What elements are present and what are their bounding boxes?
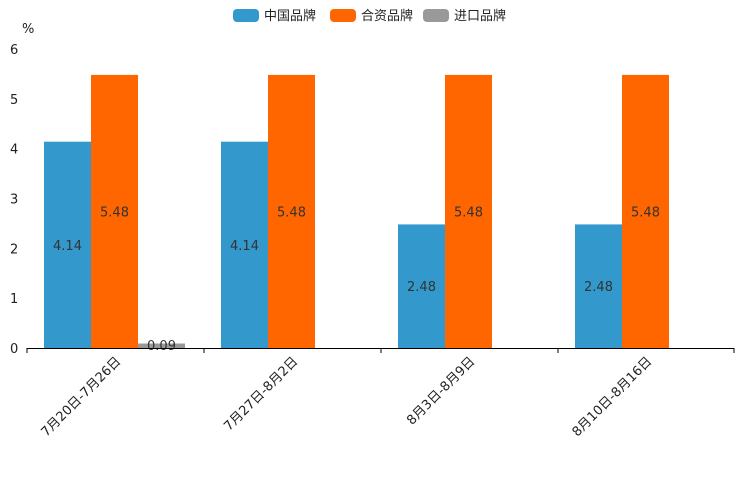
legend-item-joint-venture-brand[interactable]: 合资品牌 [330, 8, 413, 24]
bar-china-brand[interactable] [221, 141, 268, 348]
legend-label: 合资品牌 [361, 8, 413, 24]
y-tick-label: 1 [10, 292, 18, 307]
data-label: 5.48 [100, 205, 129, 220]
legend[interactable]: 中国品牌 合资品牌 进口品牌 [233, 8, 506, 24]
x-axis: 7月20日-7月26日 7月27日-8月2日 8月3日-8月9日 8月10日-8月16… [26, 348, 735, 440]
y-tick-label: 2 [10, 242, 18, 257]
y-axis: 0 1 2 3 4 5 6 [10, 43, 18, 357]
x-tick-label: 7月20日-7月26日 [39, 354, 125, 440]
x-tick-label: 8月3日-8月9日 [404, 354, 478, 428]
bar-china-brand[interactable] [44, 141, 91, 348]
legend-item-china-brand[interactable]: 中国品牌 [233, 8, 316, 24]
data-label: 2.48 [584, 280, 613, 295]
bar-china-brand[interactable] [575, 224, 622, 348]
bar-china-brand[interactable] [398, 224, 445, 348]
legend-swatch [330, 9, 356, 22]
y-tick-label: 3 [10, 193, 18, 208]
data-label: 4.14 [53, 239, 82, 254]
y-tick-label: 4 [10, 143, 18, 158]
y-tick-label: 6 [10, 43, 18, 58]
data-label: 5.48 [277, 205, 306, 220]
data-label: 0.09 [147, 339, 176, 354]
data-label: 5.48 [454, 205, 483, 220]
legend-swatch [423, 9, 449, 22]
bar-joint-venture-brand[interactable] [622, 74, 669, 348]
bar-joint-venture-brand[interactable] [91, 74, 138, 348]
x-tick-label: 7月27日-8月2日 [221, 354, 301, 434]
y-tick-label: 5 [10, 93, 18, 108]
bar-joint-venture-brand[interactable] [268, 74, 315, 348]
data-label: 2.48 [407, 280, 436, 295]
bar-import-brand[interactable] [138, 343, 185, 348]
legend-label: 进口品牌 [454, 8, 506, 24]
y-axis-label: % [22, 22, 34, 37]
x-tick-label: 8月10日-8月16日 [570, 354, 656, 440]
legend-swatch [233, 9, 259, 22]
legend-label: 中国品牌 [264, 8, 316, 24]
bar-joint-venture-brand[interactable] [445, 74, 492, 348]
data-label: 4.14 [230, 239, 259, 254]
legend-item-import-brand[interactable]: 进口品牌 [423, 8, 506, 24]
plot-area [44, 74, 669, 348]
data-label: 5.48 [631, 205, 660, 220]
y-tick-label: 0 [10, 342, 18, 357]
data-labels: 4.14 5.48 0.09 4.14 5.48 2.48 5.48 2.48 5.48 [53, 205, 660, 354]
